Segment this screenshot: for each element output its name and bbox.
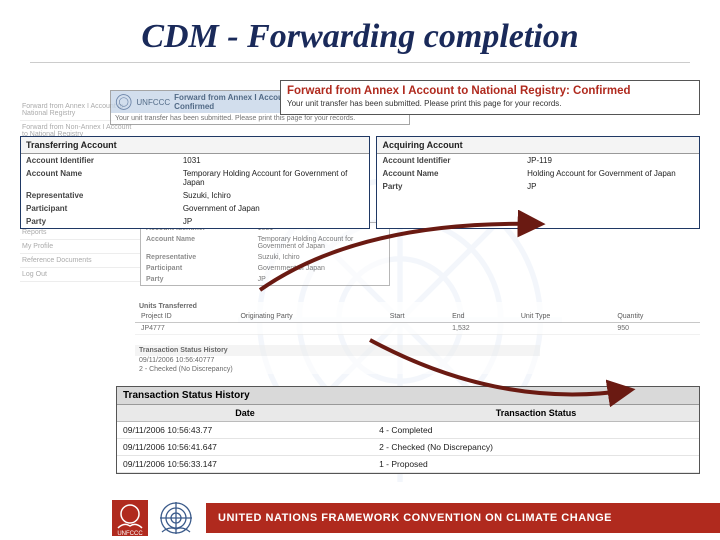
tsh-status: 2 - Checked (No Discrepancy) — [373, 439, 699, 456]
units-transferred: Units Transferred Project ID Originating… — [135, 302, 700, 335]
acquiring-title: Acquiring Account — [377, 137, 699, 154]
transferring-account-box: Transferring Account Account Identifier1… — [20, 136, 370, 229]
sidebar-item[interactable]: Log Out — [20, 268, 140, 282]
tsh-title: Transaction Status History — [117, 387, 699, 405]
field-value: Government of Japan — [178, 202, 370, 215]
field-label: Account Name — [141, 234, 253, 252]
col-header: Quantity — [611, 311, 700, 323]
footer-bar: UNFCCC UNITED NATIONS FRAMEWORK CONVENTI… — [0, 496, 720, 540]
un-emblem-icon — [115, 93, 132, 111]
field-value: Suzuki, Ichiro — [178, 189, 370, 202]
field-value: Government of Japan — [253, 263, 389, 274]
transaction-status-history: Transaction Status History Date Transact… — [116, 386, 700, 474]
units-title: Units Transferred — [135, 302, 700, 311]
field-label: Account Name — [377, 167, 522, 180]
cell: 950 — [611, 323, 700, 335]
confirm-panel: Forward from Annex I Account to National… — [280, 80, 700, 115]
tsh-mini-row: 09/11/2006 10:56:40777 — [135, 356, 540, 365]
col-header: End — [446, 311, 515, 323]
confirm-desc: Your unit transfer has been submitted. P… — [281, 99, 699, 114]
confirm-title: Forward from Annex I Account to National… — [281, 81, 699, 99]
sidebar-item[interactable]: My Profile — [20, 240, 140, 254]
field-label: Account Identifier — [377, 154, 522, 167]
col-header: Project ID — [135, 311, 234, 323]
field-value: JP — [178, 215, 370, 228]
field-value: Suzuki, Ichiro — [253, 252, 389, 263]
tsh-status: 4 - Completed — [373, 422, 699, 439]
cell — [515, 323, 611, 335]
field-label: Representative — [21, 189, 178, 202]
tsh-row: 09/11/2006 10:56:43.77 4 - Completed — [117, 422, 699, 439]
field-value: 1031 — [178, 154, 370, 167]
tsh-col-date: Date — [117, 405, 373, 422]
field-value: JP — [253, 274, 389, 285]
cell: JP4777 — [135, 323, 234, 335]
field-label: Representative — [141, 252, 253, 263]
tsh-date: 09/11/2006 10:56:33.147 — [117, 456, 373, 473]
tsh-mini-row: 2 - Checked (No Discrepancy) — [135, 365, 540, 374]
tsh-mini: Transaction Status History 09/11/2006 10… — [135, 345, 540, 374]
field-value: Temporary Holding Account for Government… — [253, 234, 389, 252]
field-value: Temporary Holding Account for Government… — [178, 167, 370, 189]
field-label: Party — [21, 215, 178, 228]
field-label: Participant — [141, 263, 253, 274]
field-label: Account Name — [21, 167, 178, 189]
field-label: Party — [141, 274, 253, 285]
sidebar-item[interactable]: Reference Documents — [20, 254, 140, 268]
unfccc-logo-icon: UNFCCC — [110, 498, 150, 538]
tsh-status: 1 - Proposed — [373, 456, 699, 473]
field-label: Account Identifier — [21, 154, 178, 167]
tsh-row: 09/11/2006 10:56:33.147 1 - Proposed — [117, 456, 699, 473]
tsh-mini-title: Transaction Status History — [135, 345, 540, 356]
field-value: Holding Account for Government of Japan — [522, 167, 699, 180]
tsh-row: 09/11/2006 10:56:41.647 2 - Checked (No … — [117, 439, 699, 456]
field-value: JP-119 — [522, 154, 699, 167]
cell — [384, 323, 446, 335]
cell: 1,532 — [446, 323, 515, 335]
transferring-account-mid: Account Identifier1031 Account NameTempo… — [140, 222, 390, 286]
col-header: Unit Type — [515, 311, 611, 323]
tsh-date: 09/11/2006 10:56:43.77 — [117, 422, 373, 439]
unfccc-label: UNFCCC — [136, 98, 170, 107]
acquiring-account-box: Acquiring Account Account IdentifierJP-1… — [376, 136, 700, 229]
un-emblem-footer-icon — [156, 498, 196, 538]
svg-text:UNFCCC: UNFCCC — [117, 531, 143, 537]
field-label: Participant — [21, 202, 178, 215]
col-header: Originating Party — [234, 311, 383, 323]
field-label: Party — [377, 180, 522, 193]
tsh-col-status: Transaction Status — [373, 405, 699, 422]
cell — [234, 323, 383, 335]
slide-title: CDM - Forwarding completion — [30, 0, 690, 63]
field-value: JP — [522, 180, 699, 193]
transferring-title: Transferring Account — [21, 137, 369, 154]
tsh-date: 09/11/2006 10:56:41.647 — [117, 439, 373, 456]
col-header: Start — [384, 311, 446, 323]
footer-text: UNITED NATIONS FRAMEWORK CONVENTION ON C… — [206, 503, 720, 533]
